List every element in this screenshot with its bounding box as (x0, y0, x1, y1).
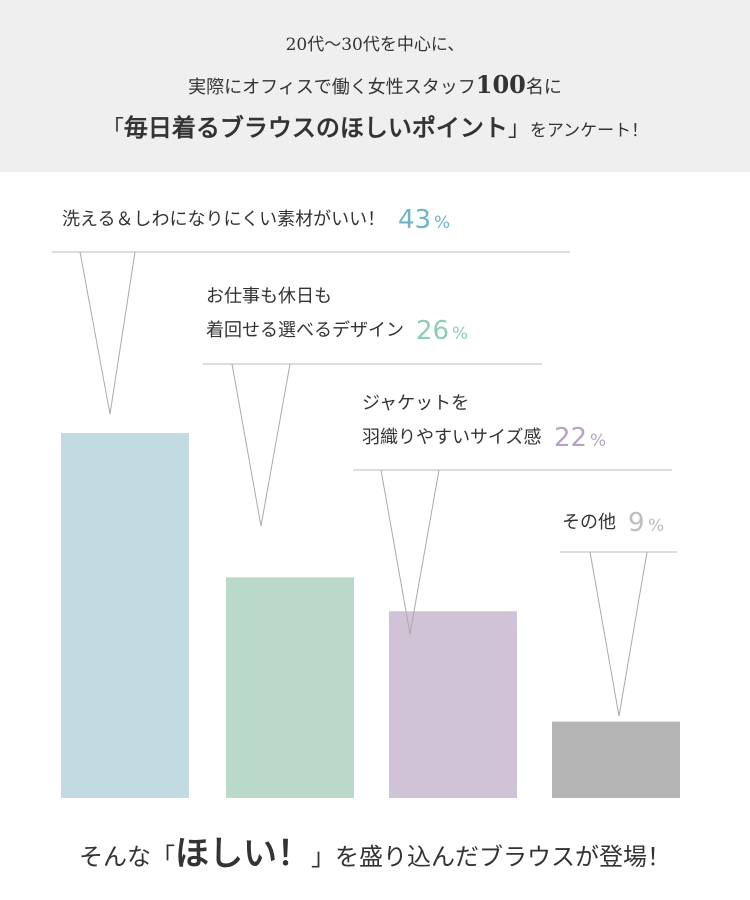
footer-open-bracket: 「 (151, 843, 175, 871)
header-close-bracket: 」 (507, 117, 530, 142)
callout-pointer-3 (380, 469, 440, 635)
value-label-2: 26 (416, 316, 449, 346)
value-label-4: 9 (628, 508, 645, 538)
bar-2 (226, 577, 354, 798)
footer-message: そんな「ほしい！」を盛り込んだブラウスが登場！ (0, 822, 750, 900)
value-unit-1: % (434, 213, 450, 233)
callout-pointer-1 (79, 251, 136, 415)
header-theme: 毎日着るブラウスのほしいポイント (123, 113, 508, 142)
footer-pre: そんな (79, 843, 151, 871)
header-line-1: 20代〜30代を中心に、 (285, 35, 465, 55)
value-unit-4: % (648, 516, 664, 536)
bar-1 (61, 433, 189, 798)
category-label-2-line-2: 着回せる選べるデザイン (206, 320, 404, 341)
header-count: 100 (475, 70, 526, 99)
category-label-3-line-1: ジャケットを (362, 393, 469, 414)
value-label-3: 22 (554, 423, 587, 453)
footer-post: を盛り込んだブラウスが登場！ (335, 843, 671, 871)
header-line-3: 「毎日着るブラウスのほしいポイント」をアンケート！ (0, 108, 750, 143)
header-open-bracket: 「 (101, 117, 124, 142)
header-line-2: 実際にオフィスで働く女性スタッフ100名に (0, 70, 750, 99)
survey-header: 20代〜30代を中心に、 実際にオフィスで働く女性スタッフ100名に 「毎日着る… (0, 0, 750, 172)
footer-emphasis: ほしい！ (175, 834, 311, 874)
bar-4 (552, 721, 680, 798)
bar-3 (389, 611, 517, 798)
callout-pointer-4 (589, 551, 648, 717)
header-line-2-pre: 実際にオフィスで働く女性スタッフ (188, 77, 476, 98)
header-line-2-post: 名に (525, 77, 562, 98)
header-line-3-post: をアンケート！ (529, 121, 649, 141)
callout-pointer-2 (231, 363, 291, 527)
category-label-4-line-1: その他 (562, 512, 616, 533)
value-unit-3: % (590, 431, 606, 451)
category-label-2-line-1: お仕事も休日も (206, 286, 332, 307)
value-unit-2: % (452, 324, 468, 344)
footer-close-bracket: 」 (311, 843, 335, 871)
category-label-1-line-1: 洗える＆しわになりにくい素材がいい！ (62, 209, 385, 230)
value-label-1: 43 (398, 205, 431, 235)
category-label-3-line-2: 羽織りやすいサイズ感 (362, 427, 541, 448)
